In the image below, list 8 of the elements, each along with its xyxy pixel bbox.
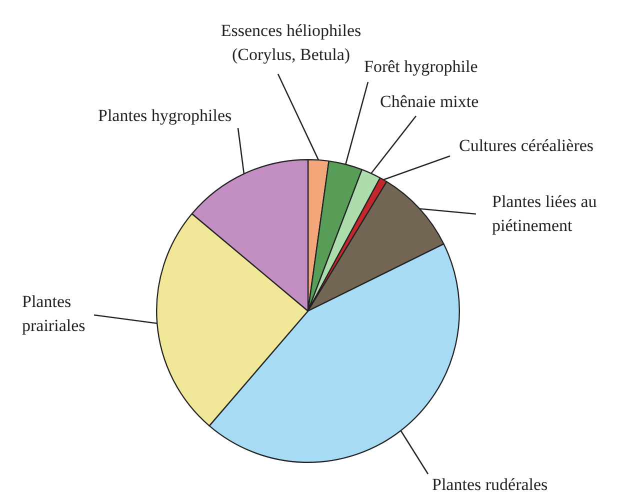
slice-label: Cultures céréalières bbox=[459, 136, 594, 155]
slice-label: Plantes prairiales bbox=[22, 292, 86, 335]
slice-label: Chênaie mixte bbox=[380, 92, 479, 111]
slice-label: Essences héliophiles (Corylus, Betula) bbox=[220, 21, 362, 64]
slice-label: Plantes rudérales bbox=[432, 475, 548, 492]
slice-label: Plantes liées au piétinement bbox=[492, 192, 598, 235]
slice-label: Plantes hygrophiles bbox=[98, 106, 232, 125]
slice-label: Forêt hygrophile bbox=[364, 57, 478, 76]
